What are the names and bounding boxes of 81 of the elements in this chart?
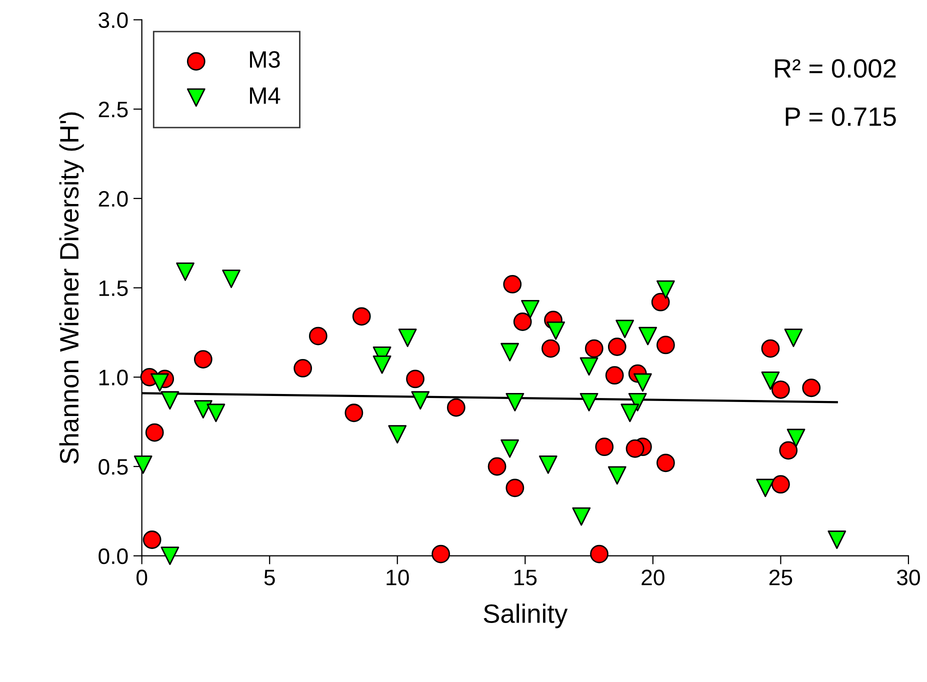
- point: [160, 546, 180, 566]
- x-tick-label: 10: [386, 570, 409, 586]
- point: [595, 438, 614, 456]
- point: [656, 454, 675, 472]
- point: [761, 372, 780, 390]
- point: [506, 392, 524, 412]
- point: [398, 328, 417, 348]
- point: [590, 544, 608, 564]
- point: [771, 475, 790, 494]
- x-tick-label: 5: [264, 570, 275, 586]
- y-tick-label: 2.5: [98, 102, 128, 118]
- point: [372, 355, 392, 374]
- point: [222, 270, 240, 288]
- legend-label: M3: [250, 51, 280, 68]
- point: [134, 456, 152, 474]
- y-tick-label: 0.0: [98, 548, 128, 564]
- point: [633, 373, 652, 392]
- point: [488, 457, 506, 476]
- point: [546, 321, 566, 340]
- point: [500, 342, 520, 362]
- point: [160, 391, 180, 410]
- point: [432, 544, 450, 564]
- point: [784, 328, 803, 348]
- point: [779, 441, 798, 460]
- point: [638, 326, 658, 346]
- point: [142, 530, 162, 549]
- point: [605, 366, 624, 385]
- y-tick-label: 1.5: [99, 280, 128, 296]
- x-tick-label: 30: [896, 570, 920, 586]
- point: [580, 392, 598, 412]
- point: [344, 404, 364, 422]
- annotation: P = 0.715: [786, 107, 896, 126]
- x-tick-label: 20: [642, 570, 664, 586]
- point: [542, 339, 560, 358]
- y-tick-label: 1.0: [99, 370, 128, 386]
- point: [608, 466, 626, 485]
- point: [656, 336, 675, 354]
- point: [388, 425, 407, 444]
- point: [406, 370, 424, 388]
- point: [176, 262, 194, 281]
- point: [506, 478, 524, 498]
- point: [786, 428, 806, 448]
- point: [771, 380, 790, 399]
- point: [308, 326, 328, 346]
- x-tick-label: 15: [514, 570, 537, 586]
- point: [802, 378, 821, 398]
- point: [513, 312, 532, 331]
- point: [411, 391, 430, 410]
- point: [584, 339, 604, 358]
- point: [572, 507, 591, 526]
- point: [294, 359, 312, 378]
- point: [651, 292, 670, 312]
- y-tick-label: 2.0: [98, 190, 128, 207]
- point: [352, 307, 371, 326]
- point: [656, 280, 675, 299]
- point: [608, 338, 626, 356]
- point: [626, 439, 644, 458]
- point: [150, 373, 169, 392]
- point: [620, 404, 640, 422]
- point: [521, 300, 540, 318]
- point: [616, 320, 634, 338]
- point: [580, 357, 598, 376]
- point: [828, 530, 846, 549]
- y-tick-label: 3.0: [98, 12, 128, 28]
- annotation: R² = 0.002: [775, 59, 896, 78]
- point: [761, 339, 780, 358]
- point: [194, 400, 212, 419]
- point: [538, 456, 558, 474]
- point: [194, 350, 212, 368]
- point: [206, 404, 226, 422]
- legend-label: M4: [250, 88, 280, 104]
- point: [446, 398, 466, 417]
- y-axis-title: Shannon Wiener Diversity (H'): [59, 112, 84, 464]
- point: [145, 423, 164, 442]
- x-tick-label: 25: [769, 570, 792, 586]
- x-tick-label: 0: [136, 570, 148, 586]
- y-tick-label: 0.5: [98, 459, 128, 475]
- point: [503, 275, 522, 294]
- point: [500, 439, 520, 458]
- x-axis-title: Salinity: [484, 604, 568, 628]
- point: [756, 478, 775, 498]
